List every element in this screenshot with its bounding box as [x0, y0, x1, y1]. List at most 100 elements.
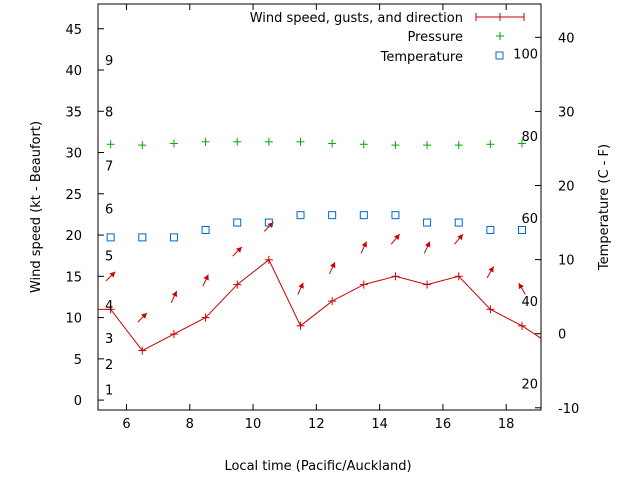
pressure-point [423, 141, 432, 150]
temperature-point [264, 218, 273, 227]
y2-tick-label: 0 [558, 328, 566, 343]
wind-direction-arrow [454, 233, 464, 245]
pressure-point [518, 139, 527, 148]
wind-direction-arrow [518, 282, 526, 295]
beaufort-label: 6 [105, 203, 113, 218]
pressure-point [296, 137, 305, 146]
wind-direction-arrow [170, 290, 178, 304]
beaufort-label: 8 [105, 105, 113, 120]
wind-direction-arrow-head [236, 246, 242, 253]
legend: Wind speed, gusts, and direction Pressur… [250, 11, 525, 65]
wind-direction-arrow-head [171, 291, 178, 298]
beaufort-label: 7 [105, 160, 113, 175]
legend-label-temperature: Temperature [380, 50, 463, 65]
y-tick-label: 25 [65, 188, 82, 203]
temperature-point [138, 233, 147, 242]
beaufort-label: 3 [105, 332, 113, 347]
y-tick-label: 15 [65, 270, 82, 285]
x-tick-label: 16 [435, 417, 452, 432]
temperature-point [328, 211, 337, 220]
beaufort-label: 9 [105, 54, 113, 69]
y-tick-label: 10 [65, 312, 82, 327]
x-tick-label: 10 [245, 417, 262, 432]
pressure-point [169, 139, 178, 148]
fahrenheit-label: 80 [521, 130, 538, 145]
pressure-point [359, 140, 368, 149]
wind-direction-arrow-head [518, 283, 524, 290]
pressure-point [328, 139, 337, 148]
x-tick-label: 18 [498, 417, 515, 432]
temperature-point [233, 218, 242, 227]
temperature-point [486, 225, 495, 234]
label-layer: 6 8 10 12 14 16 18051015202530354045-100102030… [65, 23, 579, 432]
wind-direction-arrow-head [109, 271, 116, 278]
legend-label-pressure: Pressure [407, 30, 463, 45]
wind-direction-arrow [486, 266, 495, 279]
pressure-point [201, 137, 210, 146]
x-tick-label: 12 [308, 417, 325, 432]
temperature-point [359, 211, 368, 220]
plot-border [97, 3, 542, 411]
y-axis-title: Wind speed (kt - Beaufort) [29, 121, 44, 293]
pressure-point [106, 140, 115, 149]
wind-direction-arrow-head [330, 262, 336, 269]
wind-direction-arrow [328, 261, 336, 275]
beaufort-label: 5 [105, 250, 113, 265]
tick-layer [98, 4, 541, 410]
wind-direction-arrow-head [298, 282, 304, 289]
temperature-point [518, 225, 527, 234]
pressure-point [233, 137, 242, 146]
wind-direction-arrow-head [394, 234, 400, 241]
wind-direction-arrow [232, 246, 243, 257]
temperature-point [169, 233, 178, 242]
y2-tick-label: 20 [558, 180, 575, 195]
x-tick-label: 6 [122, 417, 130, 432]
temperature-point [201, 225, 210, 234]
fahrenheit-label: 20 [521, 377, 538, 392]
y-tick-label: 40 [65, 64, 82, 79]
pressure-point [486, 140, 495, 149]
wind-direction-arrow-head [141, 312, 147, 319]
y2-axis-title: Temperature (C - F) [597, 144, 612, 271]
y-tick-label: 45 [65, 23, 82, 38]
fahrenheit-label: 40 [521, 295, 538, 310]
wind-direction-arrow-head [425, 241, 431, 248]
fahrenheit-label: 100 [513, 48, 538, 63]
y-tick-label: 5 [74, 353, 82, 368]
wind-direction-arrow-head [203, 274, 209, 281]
y2-tick-label: 40 [558, 31, 575, 46]
temperature-point [106, 233, 115, 242]
wind-direction-arrow [360, 241, 368, 254]
beaufort-label: 1 [105, 383, 113, 398]
y2-tick-label: 30 [558, 105, 575, 120]
x-tick-label: 14 [371, 417, 388, 432]
y-tick-label: 0 [74, 394, 82, 409]
x-axis-title: Local time (Pacific/Auckland) [224, 459, 411, 474]
legend-label-wind: Wind speed, gusts, and direction [250, 11, 463, 26]
beaufort-label: 4 [105, 299, 113, 314]
y-tick-label: 20 [65, 229, 82, 244]
wind-direction-arrow [105, 271, 116, 282]
y2-tick-label: -10 [558, 402, 579, 417]
pressure-point [454, 141, 463, 150]
fahrenheit-label: 60 [521, 212, 538, 227]
temperature-point [296, 211, 305, 220]
temperature-point [391, 211, 400, 220]
pressure-point [391, 141, 400, 150]
wind-direction-arrow [423, 241, 431, 254]
wind-speed-line [98, 259, 542, 352]
legend-swatch-temperature [495, 51, 504, 60]
pressure-point [138, 141, 147, 150]
wind-direction-arrow-head [488, 266, 494, 273]
temperature-point [454, 218, 463, 227]
y2-tick-label: 10 [558, 254, 575, 269]
wind-direction-arrow-head [457, 234, 463, 241]
wind-direction-arrow [137, 312, 148, 323]
wind-direction-arrow-head [361, 241, 367, 248]
wind-direction-arrow [390, 233, 401, 245]
wind-direction-arrow [202, 274, 209, 287]
series-layer [98, 137, 542, 355]
wind-direction-arrow [297, 282, 304, 295]
